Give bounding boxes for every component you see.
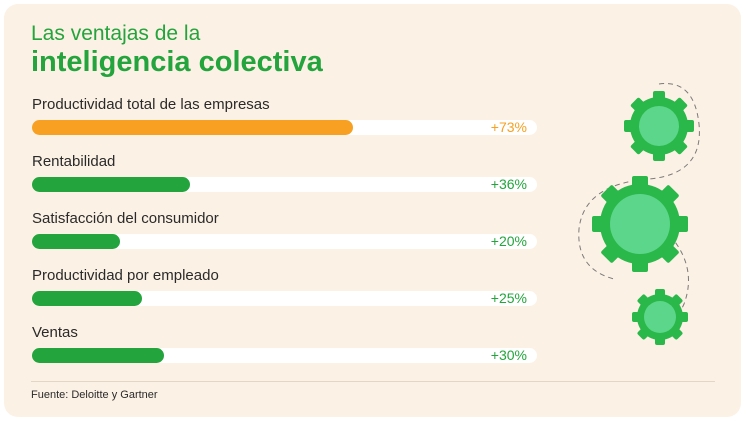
bar <box>32 348 164 363</box>
chart-title-line-1: Las ventajas de la <box>31 22 201 45</box>
bar-track: +36% <box>32 177 537 192</box>
category-label: Ventas <box>32 324 78 341</box>
category-label: Productividad por empleado <box>32 267 219 284</box>
bar <box>32 177 190 192</box>
category-label: Satisfacción del consumidor <box>32 210 219 227</box>
source-note: Fuente: Deloitte y Gartner <box>31 389 158 401</box>
value-label: +20% <box>490 233 527 249</box>
bar-track: +25% <box>32 291 537 306</box>
dashed-connector-top <box>578 83 700 280</box>
gears-illustration <box>578 83 700 345</box>
gear-icon <box>632 289 688 345</box>
value-label: +25% <box>490 290 527 306</box>
gear-icon <box>592 176 688 272</box>
bar-row: Satisfacción del consumidor +20% <box>4 210 564 260</box>
value-label: +73% <box>490 119 527 135</box>
value-label: +30% <box>490 347 527 363</box>
infographic-card: Las ventajas de la inteligencia colectiv… <box>4 4 741 417</box>
bar <box>32 234 120 249</box>
gear-icon <box>624 91 694 161</box>
bar-track: +30% <box>32 348 537 363</box>
bar <box>32 291 142 306</box>
bar-track: +20% <box>32 234 537 249</box>
bar-row: Productividad total de las empresas +73% <box>4 96 564 146</box>
bar-row: Productividad por empleado +25% <box>4 267 564 317</box>
bar <box>32 120 353 135</box>
value-label: +36% <box>490 176 527 192</box>
category-label: Productividad total de las empresas <box>32 96 270 113</box>
bar-row: Ventas +30% <box>4 324 564 374</box>
divider <box>31 381 715 382</box>
chart-title-line-2: inteligencia colectiva <box>31 46 323 78</box>
bar-track: +73% <box>32 120 537 135</box>
category-label: Rentabilidad <box>32 153 116 170</box>
bar-row: Rentabilidad +36% <box>4 153 564 203</box>
